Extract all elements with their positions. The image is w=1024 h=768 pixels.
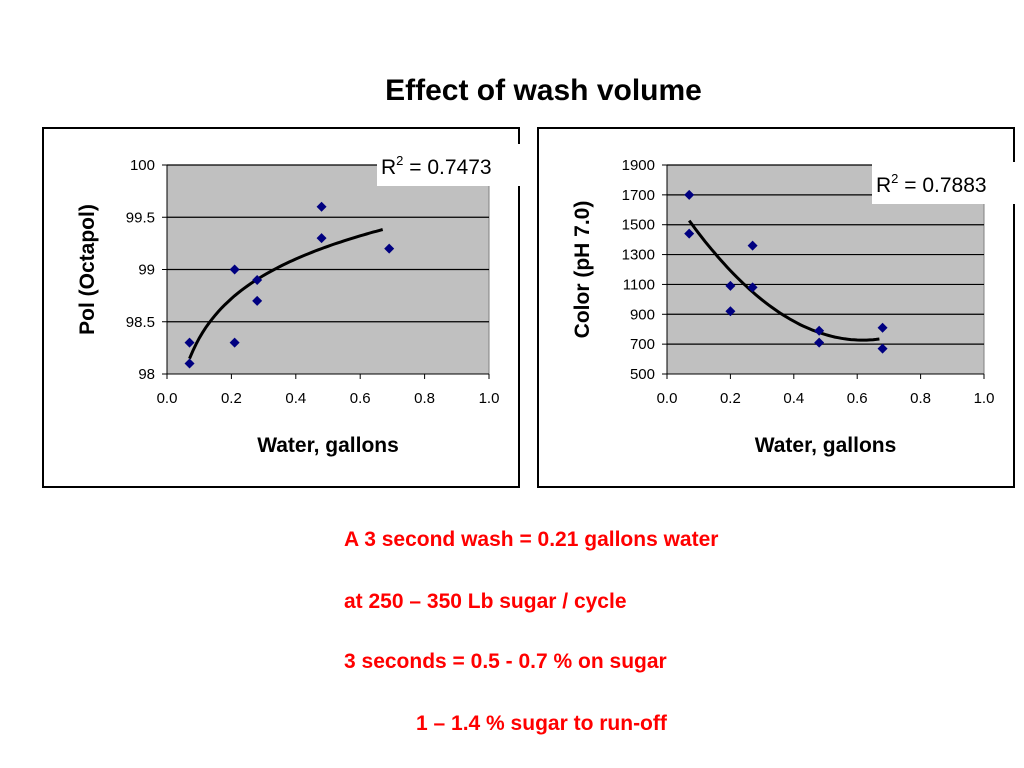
data-point — [252, 295, 263, 306]
data-point — [877, 322, 888, 333]
y-tick-label: 98 — [138, 366, 155, 383]
x-tick-label: 0.2 — [720, 390, 741, 407]
x-tick-label: 0.4 — [783, 390, 804, 407]
pol-chart-panel: 98 98.5 99 99.5 100 0.0 0.2 0.4 0.6 0.8 1.0 Water, … — [42, 127, 521, 488]
trendline — [188, 228, 384, 360]
data-point — [747, 282, 758, 293]
y-tick-label: 1500 — [622, 217, 655, 234]
r-squared-label: R2 = 0.7473 — [381, 153, 492, 179]
y-tick-label: 98.5 — [126, 314, 155, 331]
pol-chart: 98 98.5 99 99.5 100 0.0 0.2 0.4 0.6 0.8 1.0 Water, … — [76, 144, 521, 457]
data-point — [747, 240, 758, 251]
data-point — [684, 228, 695, 239]
x-axis-label: Water, gallons — [257, 434, 399, 457]
data-point — [814, 337, 825, 348]
data-point — [316, 201, 327, 212]
x-tick-label: 0.4 — [285, 390, 306, 407]
y-tick-label: 99 — [138, 262, 155, 279]
r-squared-box — [377, 144, 521, 186]
data-point — [814, 325, 825, 336]
x-tick-label: 1.0 — [479, 390, 500, 407]
y-tick-label: 700 — [630, 336, 655, 353]
data-point — [316, 233, 327, 244]
trendline — [687, 219, 880, 342]
note-wash-volume: A 3 second wash = 0.21 gallons water — [344, 528, 719, 551]
x-tick-label: 0.6 — [350, 390, 371, 407]
slide-title-text: Effect of wash volume — [385, 74, 702, 107]
slide-title: Effect of wash volume — [0, 74, 1024, 108]
x-tick-label: 0.0 — [657, 390, 678, 407]
y-axis-label: Pol (Octapol) — [76, 204, 99, 335]
x-tick-label: 0.0 — [157, 390, 178, 407]
y-tick-label: 1100 — [623, 276, 655, 293]
data-point — [229, 337, 240, 348]
data-point — [725, 306, 736, 317]
color-chart: 500 700 900 1100 1300 1500 1700 1900 0.0 0.2 0.4 0.… — [571, 157, 1016, 457]
data-point — [252, 274, 263, 285]
r-superscript: 2 — [891, 171, 898, 186]
x-tick-label: 1.0 — [974, 390, 995, 407]
x-tick-label: 0.8 — [414, 390, 435, 407]
y-tick-label: 99.5 — [126, 209, 155, 226]
data-point — [229, 264, 240, 275]
y-tick-label: 900 — [630, 306, 655, 323]
r-symbol: R — [381, 156, 396, 179]
data-point — [725, 280, 736, 291]
note-run-off: 1 – 1.4 % sugar to run-off — [416, 712, 667, 735]
x-tick-label: 0.6 — [847, 390, 868, 407]
y-tick-label: 100 — [130, 157, 155, 174]
x-tick-label: 0.8 — [910, 390, 931, 407]
data-point — [384, 243, 395, 254]
color-chart-panel: 500 700 900 1100 1300 1500 1700 1900 0.0 0.2 0.4 0.… — [537, 127, 1016, 488]
r-squared-label: R2 = 0.7883 — [876, 171, 987, 197]
x-tick-label: 0.2 — [221, 390, 242, 407]
r-squared-box — [872, 162, 1016, 204]
y-tick-label: 1300 — [622, 247, 655, 264]
y-tick-label: 1900 — [622, 157, 655, 174]
y-axis-label: Color (pH 7.0) — [571, 201, 594, 339]
r-squared-value: = 0.7473 — [403, 156, 491, 179]
x-axis-label: Water, gallons — [755, 434, 897, 457]
y-tick-label: 500 — [630, 366, 655, 383]
r-superscript: 2 — [396, 153, 403, 168]
data-point — [184, 358, 195, 369]
y-tick-label: 1700 — [622, 187, 655, 204]
note-percent-on-sugar: 3 seconds = 0.5 - 0.7 % on sugar — [344, 650, 667, 673]
data-point — [684, 189, 695, 200]
data-point — [184, 337, 195, 348]
r-symbol: R — [876, 174, 891, 197]
note-sugar-per-cycle: at 250 – 350 Lb sugar / cycle — [344, 590, 627, 613]
r-squared-value: = 0.7883 — [898, 174, 986, 197]
data-point — [877, 343, 888, 354]
